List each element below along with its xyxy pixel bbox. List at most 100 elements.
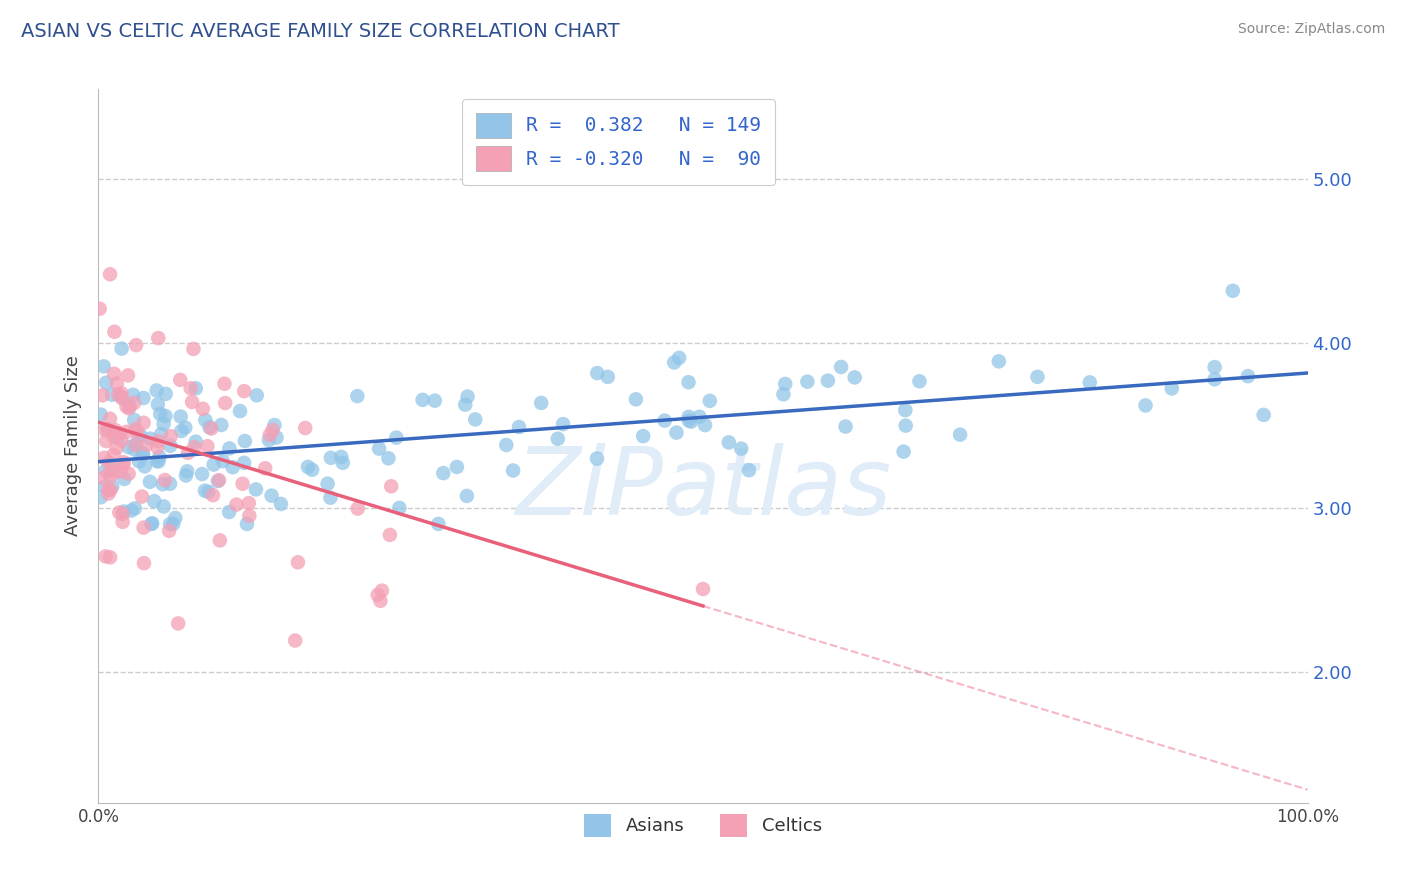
Point — [94, 479, 117, 493]
Point — [232, 476, 254, 491]
Point — [717, 435, 740, 450]
Point — [155, 387, 177, 401]
Point — [457, 390, 479, 404]
Point — [117, 368, 139, 383]
Point — [681, 415, 703, 429]
Point — [125, 338, 148, 352]
Point — [111, 342, 134, 356]
Point — [125, 436, 148, 450]
Point — [91, 471, 114, 485]
Point — [94, 464, 117, 478]
Point — [112, 504, 135, 518]
Point — [91, 388, 114, 402]
Point — [110, 390, 132, 404]
Point — [427, 516, 450, 531]
Point — [233, 434, 256, 448]
Point — [266, 430, 288, 444]
Point — [377, 451, 399, 466]
Point — [262, 423, 284, 437]
Point — [260, 489, 283, 503]
Point — [830, 359, 852, 374]
Point — [209, 417, 232, 432]
Point — [257, 433, 280, 447]
Point — [108, 505, 131, 519]
Point — [551, 417, 574, 431]
Point — [346, 389, 368, 403]
Point — [97, 486, 120, 500]
Point — [90, 490, 112, 504]
Point — [236, 516, 259, 531]
Point — [191, 401, 214, 416]
Point — [844, 370, 866, 384]
Point — [1222, 284, 1244, 298]
Point — [112, 457, 135, 471]
Point — [596, 369, 619, 384]
Point — [110, 386, 132, 401]
Point — [432, 466, 454, 480]
Point — [162, 516, 184, 531]
Point — [112, 472, 135, 486]
Point — [150, 427, 173, 442]
Point — [1204, 372, 1226, 386]
Point — [101, 460, 124, 475]
Point — [105, 441, 128, 455]
Point — [101, 388, 124, 402]
Point — [699, 393, 721, 408]
Point — [371, 583, 394, 598]
Point — [495, 438, 517, 452]
Point — [145, 454, 167, 468]
Point — [128, 454, 150, 468]
Point — [169, 373, 191, 387]
Point — [456, 489, 478, 503]
Point — [1135, 399, 1157, 413]
Point — [367, 588, 389, 602]
Point — [112, 455, 135, 469]
Point — [149, 407, 172, 421]
Point — [124, 501, 146, 516]
Point — [678, 414, 700, 428]
Point — [107, 430, 129, 444]
Point — [586, 366, 609, 380]
Point — [319, 491, 342, 505]
Point — [122, 396, 145, 410]
Point — [148, 331, 170, 345]
Point — [98, 411, 121, 425]
Point — [118, 440, 141, 454]
Point — [378, 528, 401, 542]
Point — [454, 398, 477, 412]
Point — [893, 444, 915, 458]
Point — [110, 434, 132, 448]
Point — [141, 516, 163, 531]
Point — [332, 456, 354, 470]
Point — [98, 456, 121, 470]
Point — [108, 426, 131, 441]
Point — [1078, 376, 1101, 390]
Point — [131, 446, 153, 460]
Y-axis label: Average Family Size: Average Family Size — [63, 356, 82, 536]
Point — [198, 420, 221, 434]
Point — [202, 458, 225, 472]
Point — [165, 511, 187, 525]
Point — [284, 633, 307, 648]
Point — [530, 396, 553, 410]
Point — [152, 500, 174, 514]
Point — [233, 456, 256, 470]
Point — [208, 473, 231, 487]
Point — [132, 416, 155, 430]
Point — [139, 432, 162, 446]
Point — [547, 432, 569, 446]
Point — [668, 351, 690, 365]
Point — [894, 418, 917, 433]
Point — [245, 483, 267, 497]
Point — [301, 463, 323, 477]
Point — [122, 442, 145, 457]
Point — [118, 401, 141, 416]
Point — [132, 556, 155, 570]
Point — [132, 520, 155, 534]
Point — [94, 376, 117, 390]
Point — [167, 616, 190, 631]
Point — [145, 384, 167, 398]
Point — [678, 409, 700, 424]
Point — [135, 437, 157, 451]
Point — [773, 376, 796, 391]
